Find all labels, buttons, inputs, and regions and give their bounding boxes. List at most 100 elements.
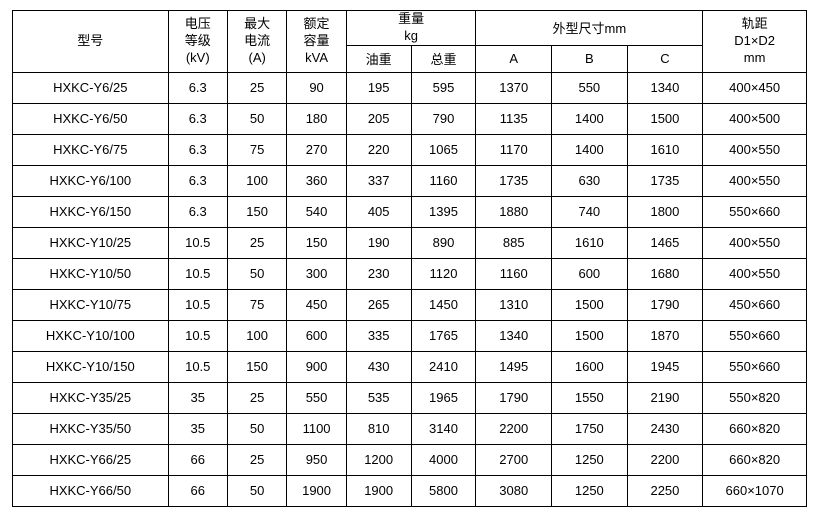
table-row: HXKC-Y10/15010.5150900430241014951600194… [13,351,807,382]
cell-kv: 6.3 [168,165,227,196]
cell-dim-c: 2250 [627,475,703,506]
cell-dim-c: 1465 [627,227,703,258]
cell-total: 1120 [411,258,476,289]
cell-oil: 205 [346,103,411,134]
cell-oil: 535 [346,382,411,413]
cell-dim-c: 2200 [627,444,703,475]
cell-dim-b: 1500 [552,320,628,351]
cell-dim-a: 1495 [476,351,552,382]
cell-track: 550×820 [703,382,807,413]
cell-a: 25 [227,444,286,475]
cell-track: 550×660 [703,196,807,227]
cell-kv: 6.3 [168,103,227,134]
cell-a: 25 [227,72,286,103]
cell-model: HXKC-Y35/50 [13,413,169,444]
cell-track: 450×660 [703,289,807,320]
cell-dim-a: 2200 [476,413,552,444]
table-row: HXKC-Y66/2566259501200400027001250220066… [13,444,807,475]
cell-dim-b: 550 [552,72,628,103]
cell-dim-a: 1340 [476,320,552,351]
cell-kv: 66 [168,444,227,475]
capacity-unit: kVA [305,50,328,65]
cell-model: HXKC-Y66/50 [13,475,169,506]
track-label-2: D1×D2 [734,33,775,48]
cell-total: 2410 [411,351,476,382]
cell-oil: 230 [346,258,411,289]
cell-oil: 190 [346,227,411,258]
cell-kva: 540 [287,196,346,227]
weight-group-label: 重量 [398,11,424,26]
cell-oil: 1900 [346,475,411,506]
col-model-header: 型号 [13,11,169,73]
cell-track: 400×500 [703,103,807,134]
cell-total: 1065 [411,134,476,165]
cell-kva: 180 [287,103,346,134]
cell-oil: 335 [346,320,411,351]
cell-a: 25 [227,227,286,258]
table-header: 型号 电压 等级 (kV) 最大 电流 (A) 额定 容量 [13,11,807,73]
cell-kva: 1100 [287,413,346,444]
cell-dim-b: 1500 [552,289,628,320]
cell-track: 400×550 [703,227,807,258]
cell-kva: 270 [287,134,346,165]
cell-a: 75 [227,134,286,165]
cell-model: HXKC-Y6/100 [13,165,169,196]
cell-total: 5800 [411,475,476,506]
table-row: HXKC-Y6/756.3752702201065117014001610400… [13,134,807,165]
cell-dim-b: 1610 [552,227,628,258]
cell-kva: 600 [287,320,346,351]
cell-oil: 337 [346,165,411,196]
table-row: HXKC-Y6/506.350180205790113514001500400×… [13,103,807,134]
cell-model: HXKC-Y6/50 [13,103,169,134]
cell-dim-b: 1250 [552,475,628,506]
cell-kva: 450 [287,289,346,320]
cell-model: HXKC-Y6/75 [13,134,169,165]
cell-a: 50 [227,103,286,134]
cell-dim-a: 2700 [476,444,552,475]
cell-total: 1765 [411,320,476,351]
cell-model: HXKC-Y35/25 [13,382,169,413]
cell-track: 660×820 [703,413,807,444]
cell-a: 150 [227,196,286,227]
cell-dim-b: 1550 [552,382,628,413]
cell-total: 4000 [411,444,476,475]
cell-dim-c: 1340 [627,72,703,103]
col-capacity-header: 额定 容量 kVA [287,11,346,73]
cell-track: 400×550 [703,258,807,289]
cell-total: 3140 [411,413,476,444]
track-label-1: 轨距 [742,16,768,31]
cell-kv: 6.3 [168,196,227,227]
cell-oil: 810 [346,413,411,444]
cell-dim-b: 740 [552,196,628,227]
cell-total: 790 [411,103,476,134]
cell-model: HXKC-Y10/75 [13,289,169,320]
cell-dim-b: 1750 [552,413,628,444]
cell-dim-c: 1790 [627,289,703,320]
cell-dim-b: 1400 [552,134,628,165]
col-a-header: A [476,45,552,72]
spec-table: 型号 电压 等级 (kV) 最大 电流 (A) 额定 容量 [12,10,807,507]
cell-a: 50 [227,258,286,289]
cell-a: 100 [227,320,286,351]
table-row: HXKC-Y10/2510.52515019089088516101465400… [13,227,807,258]
table-row: HXKC-Y35/2535255505351965179015502190550… [13,382,807,413]
cell-kv: 35 [168,413,227,444]
cell-model: HXKC-Y66/25 [13,444,169,475]
cell-kv: 35 [168,382,227,413]
cell-total: 1965 [411,382,476,413]
cell-a: 50 [227,413,286,444]
col-weight-group-header: 重量 kg [346,11,476,46]
cell-kva: 900 [287,351,346,382]
cell-kv: 6.3 [168,72,227,103]
cell-dim-b: 1600 [552,351,628,382]
cell-dim-c: 1945 [627,351,703,382]
cell-track: 400×450 [703,72,807,103]
cell-dim-a: 1170 [476,134,552,165]
cell-track: 550×660 [703,351,807,382]
table-row: HXKC-Y6/1006.310036033711601735630173540… [13,165,807,196]
capacity-label-1: 额定 [304,16,330,31]
current-label-2: 电流 [244,33,270,48]
cell-dim-b: 600 [552,258,628,289]
cell-track: 660×1070 [703,475,807,506]
cell-dim-a: 3080 [476,475,552,506]
